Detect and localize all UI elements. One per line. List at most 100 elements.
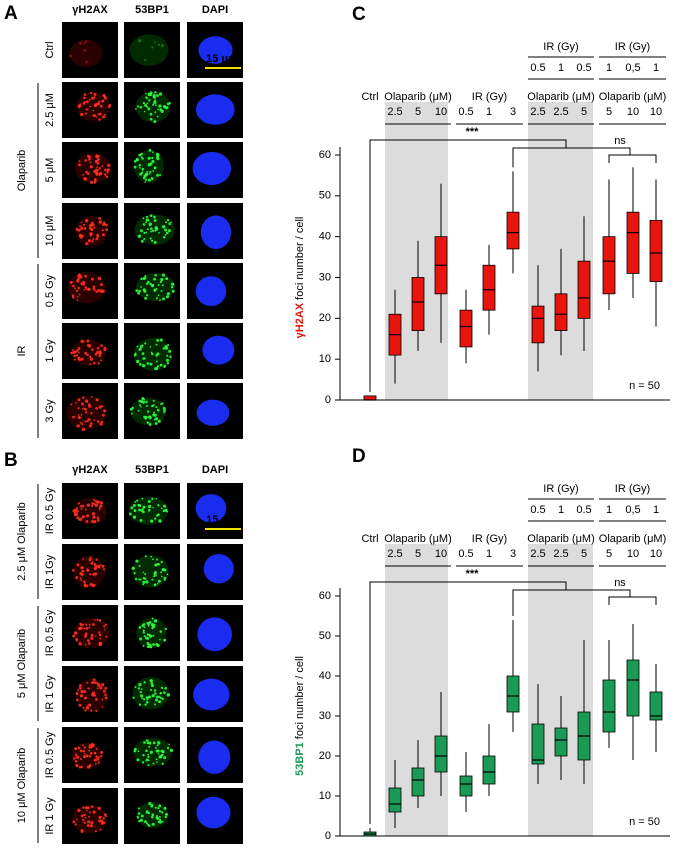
scale-bar-label: 15 μm — [206, 514, 238, 526]
annotation: n = 50 — [629, 816, 660, 828]
focus — [143, 289, 147, 293]
focus — [156, 173, 160, 177]
focus — [100, 564, 102, 566]
focus — [138, 508, 141, 512]
focus — [88, 749, 91, 752]
dose-label: 0.5 — [530, 62, 545, 74]
focus — [83, 227, 87, 230]
dose-label: 0,5 — [625, 62, 640, 74]
focus — [83, 627, 86, 630]
dose-label: 1 — [558, 62, 564, 74]
focus — [154, 104, 157, 107]
focus — [103, 173, 107, 176]
focus — [85, 100, 89, 104]
focus — [162, 297, 165, 301]
scale-bar-label: 15 μm — [206, 53, 238, 65]
focus — [162, 347, 166, 350]
focus — [145, 696, 148, 699]
nucleus — [69, 39, 103, 68]
focus — [143, 681, 146, 684]
focus — [141, 157, 144, 160]
channel-label: γH2AX — [72, 4, 108, 16]
focus — [97, 806, 101, 810]
focus — [92, 287, 96, 291]
focus — [163, 409, 166, 412]
focus — [147, 92, 151, 97]
focus — [147, 764, 150, 767]
focus — [95, 709, 98, 712]
focus — [100, 816, 102, 818]
focus — [168, 101, 171, 105]
y-tick-label: 0 — [325, 830, 331, 842]
focus — [73, 513, 77, 517]
focus — [154, 111, 157, 114]
focus — [130, 506, 134, 510]
focus — [139, 404, 142, 407]
focus — [154, 806, 157, 809]
focus — [99, 422, 103, 426]
focus — [74, 631, 78, 635]
focus — [144, 573, 147, 576]
focus — [146, 228, 149, 231]
row-label: Ctrl — [44, 41, 56, 58]
row-label: IR 0.5 Gy — [44, 487, 56, 534]
focus — [147, 643, 150, 646]
focus — [152, 741, 156, 745]
focus — [86, 353, 89, 357]
dose-label: 1 — [653, 62, 659, 74]
y-axis-label: γH2AX foci number / cell — [294, 217, 306, 339]
focus — [95, 558, 98, 561]
focus — [158, 563, 161, 566]
focus — [90, 636, 94, 640]
focus — [73, 354, 76, 358]
focus — [79, 684, 82, 688]
focus — [160, 109, 164, 113]
focus — [142, 223, 146, 226]
focus — [149, 170, 152, 173]
focus — [103, 346, 107, 350]
focus — [81, 504, 85, 508]
focus — [104, 814, 107, 818]
nucleus — [76, 92, 111, 121]
focus — [93, 170, 97, 173]
nucleus — [135, 91, 171, 123]
focus — [148, 741, 152, 745]
focus — [80, 573, 84, 577]
focus — [163, 807, 167, 810]
group-label: Olaparib (μM) — [384, 533, 451, 545]
focus — [79, 758, 82, 761]
focus — [75, 227, 79, 231]
focus — [168, 743, 170, 746]
focus — [169, 748, 174, 753]
annotation: n = 50 — [629, 380, 660, 392]
focus — [101, 683, 105, 687]
focus — [102, 689, 106, 693]
focus — [82, 340, 85, 343]
focus — [162, 820, 164, 823]
focus — [133, 353, 137, 357]
focus — [96, 346, 100, 350]
focus — [76, 299, 79, 301]
focus — [84, 508, 87, 511]
focus — [101, 564, 105, 568]
focus — [82, 744, 84, 747]
dose-label: 0.5 — [530, 504, 545, 516]
focus — [145, 218, 149, 222]
group-label: IR (Gy) — [472, 533, 507, 545]
focus — [144, 58, 147, 62]
focus — [150, 230, 153, 233]
focus — [160, 560, 163, 564]
focus — [162, 236, 166, 239]
box — [531, 723, 545, 765]
focus — [149, 634, 153, 638]
focus — [89, 752, 93, 755]
focus — [79, 41, 83, 45]
focus — [153, 619, 158, 623]
focus — [93, 562, 96, 566]
focus — [86, 706, 90, 710]
focus — [74, 823, 77, 826]
group-label: Olaparib (μM) — [599, 533, 666, 545]
focus — [72, 284, 75, 288]
focus — [96, 516, 100, 520]
focus — [102, 222, 106, 227]
